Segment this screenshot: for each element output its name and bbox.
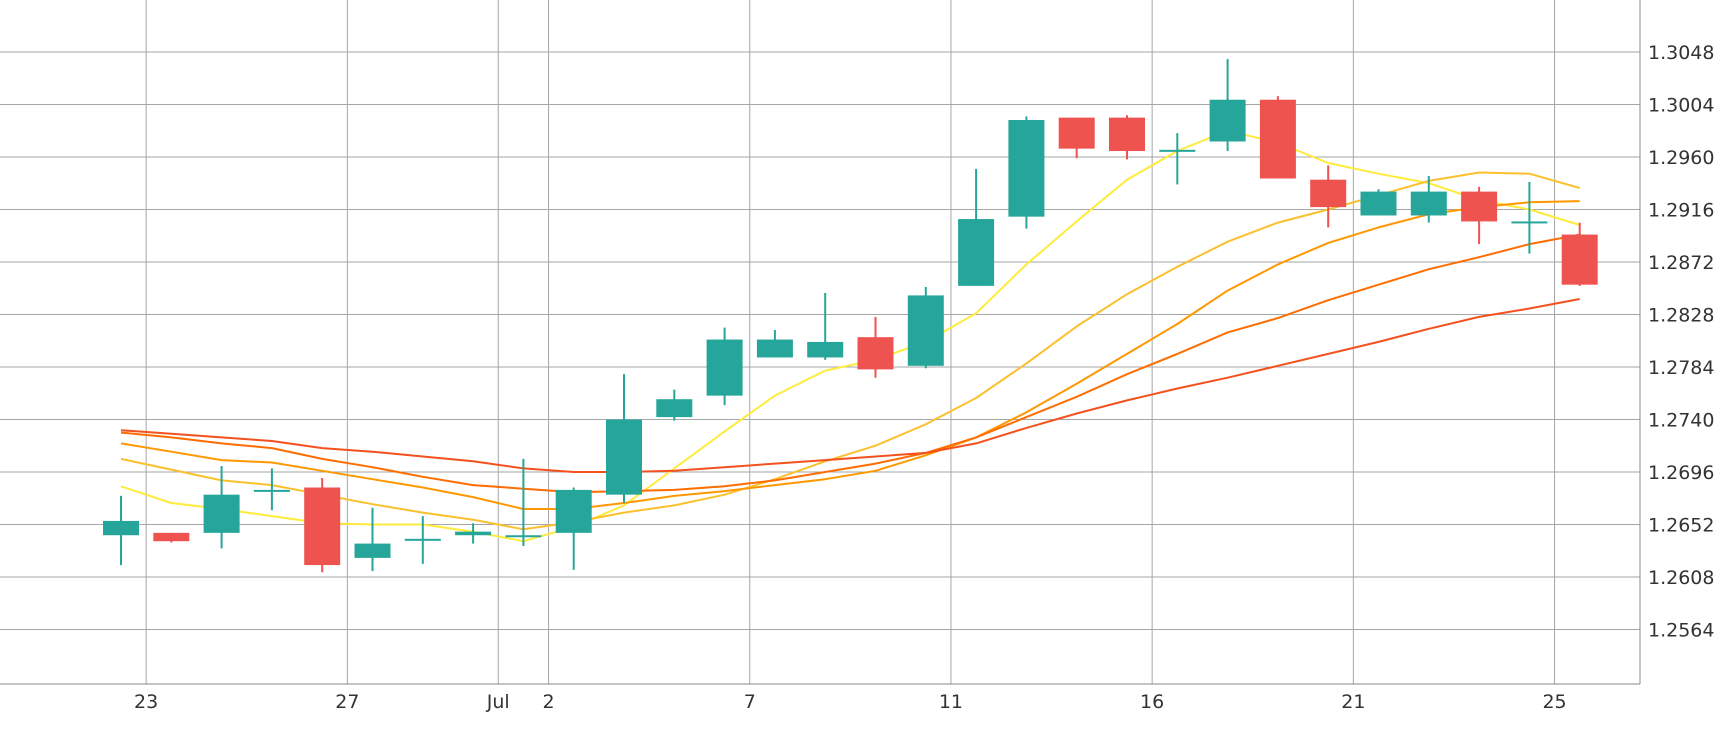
ma-line-4	[120, 233, 1580, 494]
candle	[354, 507, 391, 572]
candle	[1109, 115, 1145, 160]
x-tick-label: 11	[939, 691, 963, 713]
x-tick-label: Jul	[486, 691, 510, 713]
candle-body	[857, 337, 894, 370]
candle-body	[455, 531, 492, 536]
y-tick-label: 1.2784	[1648, 357, 1714, 379]
ma-line-3	[120, 200, 1580, 510]
y-tick-label: 1.2828	[1648, 305, 1714, 327]
candle-body	[1461, 191, 1498, 222]
candle	[907, 287, 944, 369]
y-tick-label: 1.2652	[1648, 515, 1714, 537]
candle	[807, 293, 844, 360]
candle	[304, 477, 341, 573]
candle	[656, 389, 693, 421]
candle-body	[1209, 99, 1246, 142]
candle-body	[354, 543, 391, 558]
candle-body	[1410, 191, 1447, 216]
candle	[1008, 116, 1045, 229]
candle-body	[807, 341, 844, 358]
candle-body	[304, 487, 341, 566]
candle	[958, 168, 995, 286]
candle	[706, 327, 743, 406]
candle-body	[656, 399, 693, 418]
candle-body	[1561, 234, 1598, 285]
candle	[857, 316, 894, 378]
candle	[203, 466, 240, 549]
candle	[505, 458, 542, 546]
candle-body	[505, 535, 542, 538]
candle	[1209, 59, 1246, 152]
candle	[153, 532, 190, 543]
y-tick-label: 1.2608	[1648, 567, 1714, 589]
y-tick-label: 1.3048	[1648, 42, 1714, 64]
x-tick-label: 21	[1341, 691, 1365, 713]
candle-body	[756, 339, 793, 358]
y-tick-label: 1.3004	[1648, 95, 1714, 117]
candle-body	[404, 538, 441, 541]
candle-body	[958, 219, 995, 286]
candle-body	[1310, 179, 1347, 208]
candle	[455, 523, 492, 544]
grid	[0, 0, 1640, 684]
candle	[606, 374, 642, 504]
candle-body	[555, 489, 592, 533]
x-tick-label: 16	[1140, 691, 1164, 713]
candle	[253, 468, 290, 511]
candle-body	[103, 520, 139, 536]
x-tick-label: 7	[744, 691, 756, 713]
candle	[555, 487, 592, 570]
candle	[1259, 96, 1296, 179]
candle-body	[1058, 117, 1095, 149]
candle-body	[1511, 221, 1548, 224]
axes: 1.3048 1.3004 1.2960 1.2916 1.2872 1.2828 1.27…	[0, 0, 1714, 713]
candle-body	[1259, 99, 1296, 179]
candle-body	[606, 419, 642, 495]
y-tick-label: 1.2872	[1648, 252, 1714, 274]
candle	[1461, 186, 1498, 245]
y-tick-label: 1.2564	[1648, 620, 1714, 642]
y-tick-label: 1.2916	[1648, 200, 1714, 222]
candle-body	[153, 532, 190, 542]
x-tick-label: 23	[134, 691, 158, 713]
x-tick-label: 27	[335, 691, 359, 713]
candle	[1058, 117, 1095, 159]
candle	[103, 495, 139, 566]
candle-body	[1109, 117, 1145, 152]
candle-body	[253, 489, 290, 492]
ma-line-2	[120, 171, 1580, 531]
candle-body	[1008, 120, 1045, 217]
candle	[1360, 189, 1397, 216]
candle	[1410, 176, 1447, 223]
ma-line-5	[120, 298, 1580, 473]
candle	[1561, 222, 1598, 286]
candles	[103, 59, 1598, 573]
candle	[1310, 165, 1347, 228]
candle-body	[1159, 149, 1196, 152]
candle-body	[706, 339, 743, 396]
candle-body	[907, 295, 944, 366]
x-tick-label: 25	[1542, 691, 1566, 713]
moving-average-lines	[120, 129, 1580, 543]
ma-line-1	[120, 129, 1580, 543]
candle	[1159, 133, 1196, 185]
candle	[756, 330, 793, 358]
candle	[1511, 182, 1548, 254]
candle-body	[203, 494, 240, 533]
y-tick-label: 1.2740	[1648, 410, 1714, 432]
candle-body	[1360, 191, 1397, 216]
y-tick-label: 1.2696	[1648, 462, 1714, 484]
candle	[404, 516, 441, 564]
x-tick-label: 2	[543, 691, 555, 713]
y-tick-label: 1.2960	[1648, 147, 1714, 169]
